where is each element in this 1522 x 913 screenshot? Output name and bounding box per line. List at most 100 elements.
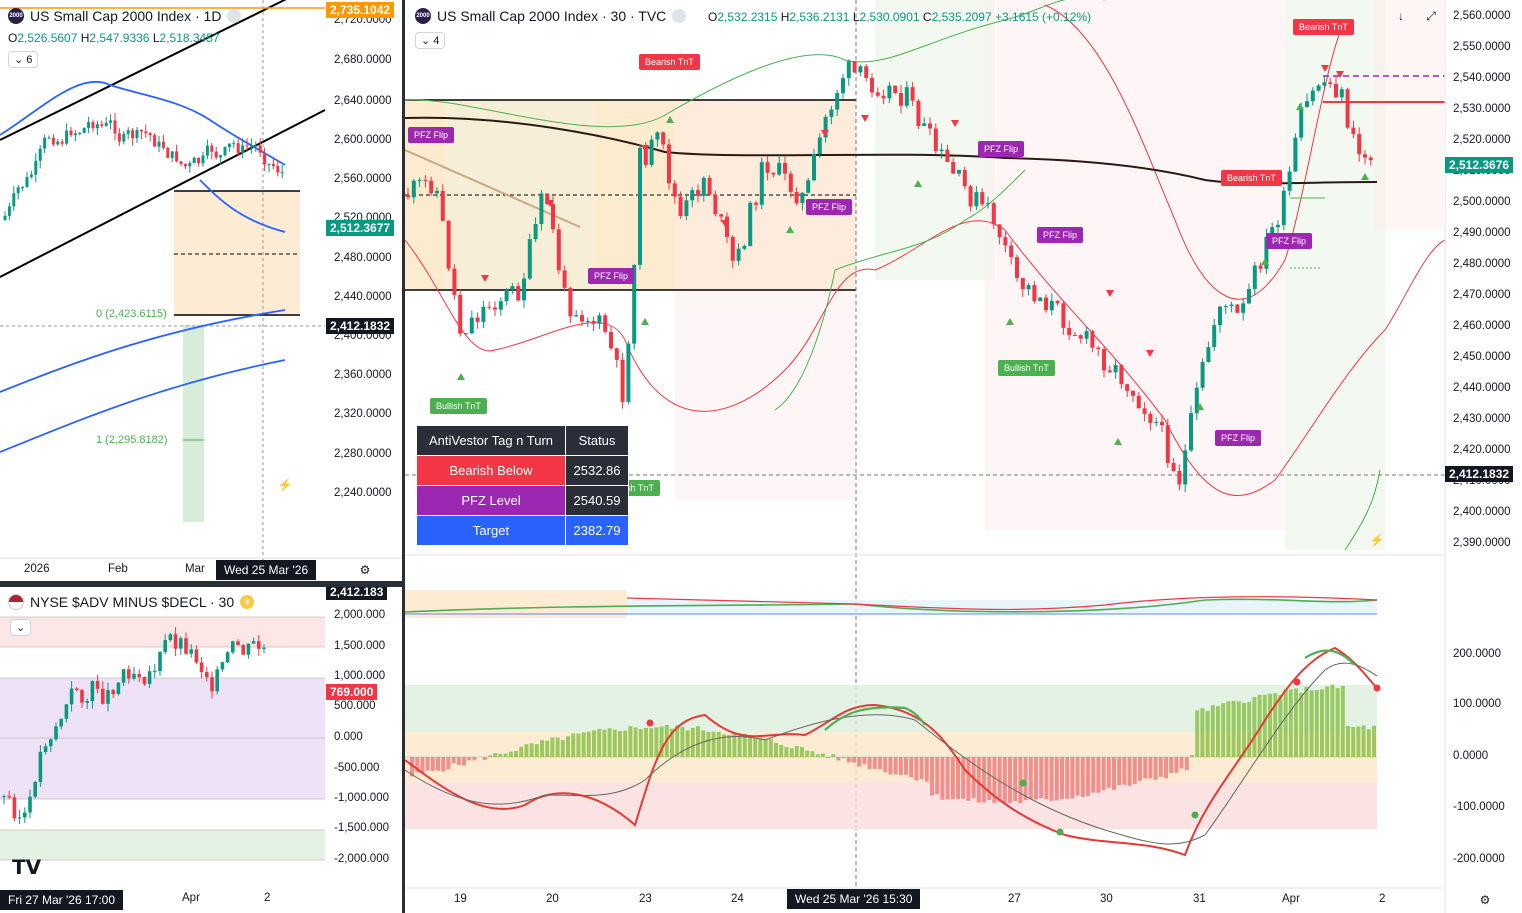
signal-bullish-tnt[interactable]: Bullish TnT	[998, 360, 1055, 376]
osc-histogram-bar	[867, 757, 872, 770]
signal-bullish-tnt-partial[interactable]: sh TnT	[620, 480, 660, 496]
market-status-icon[interactable]	[672, 9, 687, 23]
main-y-label: 2,550.0000	[1453, 41, 1511, 53]
download-icon[interactable]: ↓	[1398, 9, 1404, 23]
main-candle	[1218, 306, 1222, 326]
session-sun-icon[interactable]: ☀	[240, 595, 255, 609]
osc-histogram-bar	[1070, 757, 1075, 799]
adv-candle	[90, 681, 95, 702]
bearish-marker	[1336, 71, 1344, 78]
signal-bearish-tnt[interactable]: Bearish TnT	[1221, 170, 1282, 186]
adv-y-label: 2,000.000	[334, 609, 386, 621]
main-candle	[939, 149, 944, 152]
adv-candle	[142, 676, 147, 684]
osc-histogram-bar	[716, 731, 721, 757]
main-candle	[701, 177, 706, 196]
daily-chart-panel[interactable]: 2000 US Small Cap 2000 Index · 1D O2,526…	[0, 0, 402, 581]
osc-histogram-bar	[456, 757, 461, 765]
signal-bullish-tnt[interactable]: Bullish TnT	[430, 398, 487, 414]
adv-header: NYSE $ADV MINUS $DECL · 30 ☀	[8, 594, 255, 610]
signal-pfz-flip[interactable]: PFZ Flip	[408, 127, 455, 143]
panel-divider-horizontal[interactable]	[0, 581, 402, 587]
signal-pfz-flip[interactable]: PFZ Flip	[806, 199, 853, 215]
main-candle	[829, 109, 834, 117]
ma-short-2	[199, 179, 286, 233]
bullish-marker	[914, 180, 922, 187]
adv-value-tag: 769.000	[326, 684, 378, 700]
signal-pfz-flip[interactable]: PFZ Flip	[1037, 227, 1084, 243]
osc-histogram-bar	[1273, 693, 1278, 757]
signal-pfz-flip[interactable]: PFZ Flip	[1266, 233, 1313, 249]
bear-tint	[985, 0, 1285, 530]
daily-candle	[175, 151, 179, 162]
adv-x-label: Apr	[182, 892, 200, 904]
daily-candle	[258, 145, 262, 153]
adv-collapse-toggle[interactable]: ⌄	[10, 619, 32, 636]
adv-x-label: 2	[264, 892, 271, 904]
daily-candle	[219, 155, 223, 158]
lightning-icon[interactable]: ⚡	[277, 478, 293, 492]
signal-pfz-flip[interactable]: PFZ Flip	[978, 141, 1025, 157]
main-y-label: 2,420.0000	[1453, 444, 1511, 456]
daily-chart-title[interactable]: US Small Cap 2000 Index · 1D	[30, 8, 222, 24]
settings-gear-icon[interactable]: ⚙	[1479, 893, 1491, 907]
main-chart-title[interactable]: US Small Cap 2000 Index · 30 · TVC	[437, 8, 667, 24]
settings-gear-icon[interactable]: ⚙	[359, 563, 371, 577]
osc-histogram-bar	[545, 740, 550, 757]
main-indicators-toggle[interactable]: ⌄ 4	[415, 32, 446, 49]
daily-indicators-toggle[interactable]: ⌄ 6	[8, 51, 39, 68]
main-candle	[446, 220, 451, 269]
main-chart-panel[interactable]: 2000 US Small Cap 2000 Index · 30 · TVC …	[405, 0, 1522, 913]
signal-pfz-flip[interactable]: PFZ Flip	[588, 268, 635, 284]
lightning-icon[interactable]: ⚡	[1369, 533, 1385, 547]
daily-candle	[87, 122, 91, 128]
fullscreen-icon[interactable]: ⤢	[1426, 9, 1436, 23]
main-chart-canvas[interactable]	[405, 0, 1522, 913]
osc-histogram-bar	[1158, 757, 1163, 777]
bullish-marker	[1114, 438, 1122, 445]
bearish-marker	[1321, 65, 1329, 72]
ma-long	[0, 359, 286, 453]
daily-candle	[34, 160, 38, 175]
main-y-label: 2,470.0000	[1453, 289, 1511, 301]
adv-candle	[137, 673, 141, 677]
main-candle	[696, 190, 700, 196]
adv-decl-canvas[interactable]	[0, 587, 402, 913]
tradingview-logo-icon[interactable]: 𝗧𝗩	[12, 857, 42, 879]
osc-y-label: 200.0000	[1453, 648, 1501, 660]
main-x-label: 23	[639, 893, 652, 905]
signal-pfz-flip[interactable]: PFZ Flip	[1215, 430, 1262, 446]
daily-chart-canvas[interactable]	[0, 0, 402, 581]
main-candle	[1200, 362, 1205, 388]
signal-bearish-tnt[interactable]: Bearish TnT	[639, 54, 700, 70]
signal-bearish-tnt[interactable]: Bearish TnT	[1293, 19, 1354, 35]
market-status-icon[interactable]	[227, 9, 242, 23]
osc-histogram-bar	[482, 757, 487, 761]
osc-histogram-bar	[1148, 757, 1153, 779]
osc-histogram-bar	[1309, 690, 1314, 757]
table-row-value: 2540.59	[565, 485, 629, 516]
main-candle	[597, 315, 602, 324]
main-candle	[1049, 300, 1054, 311]
adv-decl-panel[interactable]: NYSE $ADV MINUS $DECL · 30 ☀ ⌄ 2,000.000…	[0, 587, 402, 913]
adv-candle	[43, 746, 48, 752]
osc-histogram-bar	[1023, 757, 1028, 801]
main-candle	[771, 172, 776, 175]
main-y-label: 2,400.0000	[1453, 506, 1511, 518]
main-y-label: 2,490.0000	[1453, 227, 1511, 239]
supply-zone	[174, 191, 300, 315]
osc-histogram-bar	[472, 757, 477, 761]
main-candle	[922, 123, 927, 126]
main-candle	[655, 132, 660, 140]
main-candle	[1206, 347, 1211, 363]
osc-histogram-bar	[555, 737, 560, 757]
osc-histogram-bar	[560, 740, 565, 757]
channel-lower	[0, 109, 326, 278]
main-candle	[1119, 365, 1124, 385]
panel-divider-vertical[interactable]	[402, 0, 405, 913]
adv-title[interactable]: NYSE $ADV MINUS $DECL · 30	[30, 594, 235, 610]
osc-histogram-bar	[1127, 757, 1132, 786]
osc-histogram-bar	[1216, 706, 1220, 757]
osc-histogram-bar	[1179, 757, 1184, 769]
osc-histogram-bar	[1132, 757, 1137, 784]
